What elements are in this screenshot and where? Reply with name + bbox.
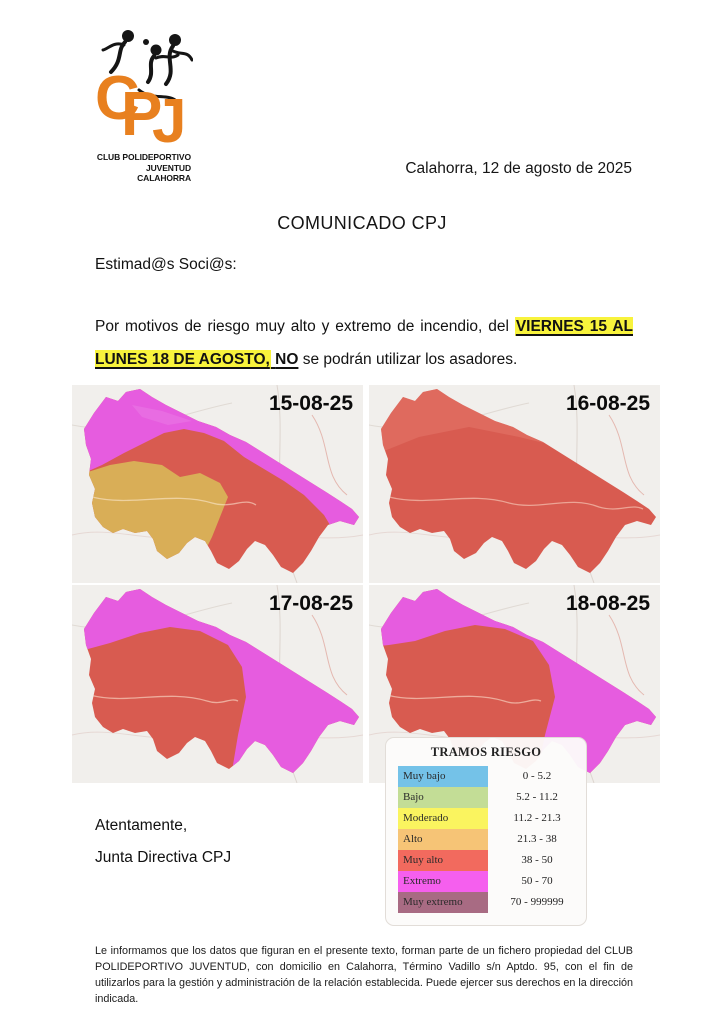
legend-row-alto: Alto 21.3 - 38 (386, 829, 586, 850)
body-paragraph: Por motivos de riesgo muy alto y extremo… (95, 310, 633, 376)
date-line: Calahorra, 12 de agosto de 2025 (405, 160, 632, 177)
dancing-figures-icon (101, 30, 193, 102)
signature-closing: Atentamente, (95, 817, 188, 834)
map-date-label: 18-08-25 (565, 592, 650, 615)
greeting: Estimad@s Soci@s: (95, 256, 237, 273)
logo-letter-p: P (121, 80, 163, 149)
risk-map-17-08: 17-08-25 (72, 585, 363, 783)
rioja-map-15-08 (72, 385, 363, 583)
rioja-map-17-08 (72, 585, 363, 783)
rioja-map-16-08 (369, 385, 660, 583)
risk-maps-grid: 15-08-25 16-08-25 (72, 385, 660, 783)
no-word: NO (275, 351, 299, 368)
map-date-label: 15-08-25 (268, 392, 353, 415)
legend-swatch: Muy bajo (398, 766, 488, 787)
logo-letter-c: C (95, 64, 140, 133)
signature-author: Junta Directiva CPJ (95, 849, 232, 866)
risk-map-15-08: 15-08-25 (72, 385, 363, 583)
legend-range: 0 - 5.2 (522, 770, 552, 782)
body-text-after: se podrán utilizar los asadores. (302, 351, 518, 368)
legend-title: TRAMOS RIESGO (430, 745, 542, 759)
page-title: COMUNICADO CPJ (277, 213, 447, 233)
legal-footer: Le informamos que los datos que figuran … (95, 945, 633, 1005)
risk-map-16-08: 16-08-25 (369, 385, 660, 583)
risk-legend: TRAMOS RIESGO Muy bajo 0 - 5.2 Bajo 5.2 … (385, 737, 587, 926)
legend-swatch: Moderado (398, 808, 488, 829)
legend-swatch: Muy extremo (398, 892, 488, 913)
map-date-label: 16-08-25 (565, 392, 650, 415)
legend-range: 11.2 - 21.3 (513, 812, 561, 824)
club-name-line1: CLUB POLIDEPORTIVO (96, 152, 191, 162)
legend-swatch: Bajo (398, 787, 488, 808)
legend-row-bajo: Bajo 5.2 - 11.2 (386, 787, 586, 808)
body-text-before: Por motivos de riesgo muy alto y extremo… (95, 318, 509, 335)
legend-swatch: Muy alto (398, 850, 488, 871)
legend-swatch: Extremo (398, 871, 488, 892)
club-logo: C P J CLUB POLIDEPORTIVO JUVENTUD CALAHO… (95, 28, 193, 190)
legend-row-muy-bajo: Muy bajo 0 - 5.2 (386, 766, 586, 787)
map-date-label: 17-08-25 (268, 592, 353, 615)
legend-range: 50 - 70 (521, 875, 553, 887)
club-name: CLUB POLIDEPORTIVO JUVENTUD CALAHORRA (95, 152, 191, 184)
legend-row-moderado: Moderado 11.2 - 21.3 (386, 808, 586, 829)
legend-row-muy-extremo: Muy extremo 70 - 999999 (386, 892, 586, 913)
legend-row-muy-alto: Muy alto 38 - 50 (386, 850, 586, 871)
legend-row-extremo: Extremo 50 - 70 (386, 871, 586, 892)
club-name-line2: JUVENTUD (145, 162, 191, 173)
logo-letter-j: J (152, 87, 187, 156)
legend-range: 21.3 - 38 (517, 833, 557, 845)
club-name-line3: CALAHORRA (137, 173, 191, 183)
legend-range: 70 - 999999 (510, 896, 564, 908)
legend-range: 5.2 - 11.2 (516, 791, 558, 803)
legend-swatch: Alto (398, 829, 488, 850)
legend-range: 38 - 50 (521, 854, 553, 866)
